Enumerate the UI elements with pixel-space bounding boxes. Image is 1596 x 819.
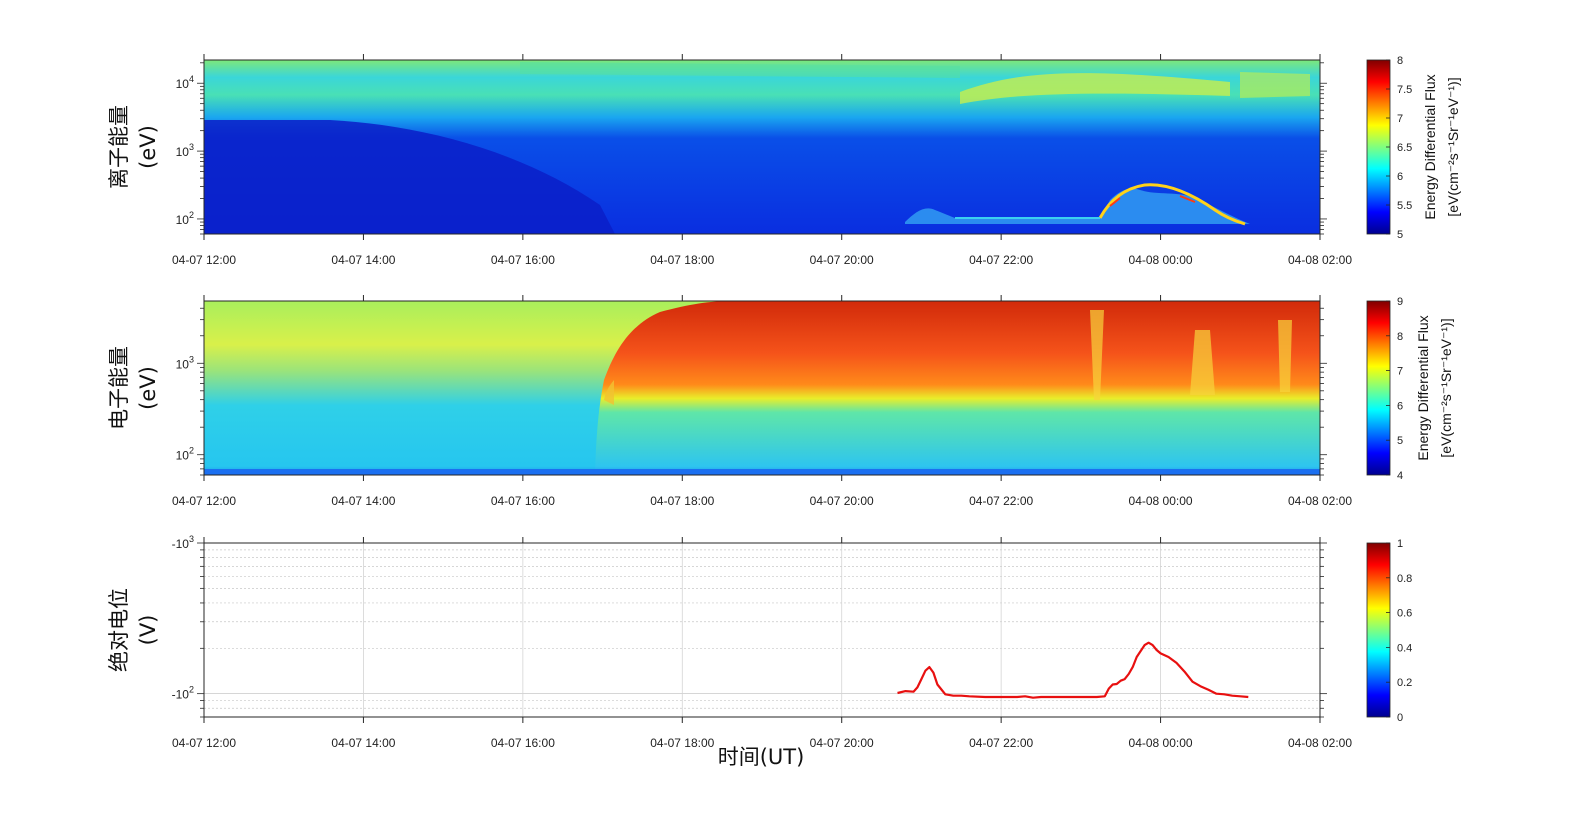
colorbar-tick-label: 7.5 xyxy=(1397,84,1412,96)
potential-x-ticks: 04-07 12:00 04-07 14:00 04-07 16:00 04-07 1… xyxy=(172,537,1352,750)
ion-y-ticks: 102 103 104 xyxy=(176,62,1327,235)
x-tick-label: 04-07 14:00 xyxy=(331,253,395,267)
electron-x-ticks: 04-07 12:00 04-07 14:00 04-07 16:00 04-07 1… xyxy=(172,295,1352,508)
y-tick-label: -102 xyxy=(172,685,194,702)
colorbar-tick-label: 8 xyxy=(1397,331,1403,343)
colorbar-tick-label: 0.8 xyxy=(1397,573,1412,585)
electron-energy-panel: 04-07 12:00 04-07 14:00 04-07 16:00 04-07 1… xyxy=(107,295,1454,508)
colorbar-tick-label: 6 xyxy=(1397,400,1403,412)
x-tick-label: 04-07 20:00 xyxy=(810,736,874,750)
colorbar-tick-label: 4 xyxy=(1397,470,1403,482)
x-tick-label: 04-07 22:00 xyxy=(969,736,1033,750)
colorbar-tick-label: 5 xyxy=(1397,229,1403,241)
x-tick-label: 04-08 02:00 xyxy=(1288,253,1352,267)
x-tick-label: 04-07 12:00 xyxy=(172,253,236,267)
potential-ylabel-line1: 绝对电位 xyxy=(107,588,131,672)
colorbar-tick-label: 6 xyxy=(1397,171,1403,183)
ion-energy-panel: 04-07 12:00 04-07 14:00 04-07 16:00 04-07 1… xyxy=(107,54,1461,267)
y-tick-label: 104 xyxy=(176,74,194,91)
ion-colorbar-label-line2: [eV(cm⁻²s⁻¹Sr⁻¹eV⁻¹)] xyxy=(1445,77,1461,216)
colorbar-tick-label: 9 xyxy=(1397,296,1403,308)
y-tick-label: 103 xyxy=(176,142,194,159)
colorbar-tick-label: 7 xyxy=(1397,113,1403,125)
y-tick-label: 102 xyxy=(176,210,194,227)
x-tick-label: 04-08 02:00 xyxy=(1288,736,1352,750)
y-tick-label: 103 xyxy=(176,354,194,371)
colorbar-tick-label: 5.5 xyxy=(1397,200,1412,212)
potential-line xyxy=(897,641,1249,699)
x-tick-label: 04-07 22:00 xyxy=(969,253,1033,267)
potential-colorbar: 0 0.2 0.4 0.6 0.8 1 xyxy=(1366,538,1412,724)
x-tick-label: 04-07 12:00 xyxy=(172,494,236,508)
colorbar-tick-label: 6.5 xyxy=(1397,142,1412,154)
electron-y-ticks: 102 103 xyxy=(176,307,1327,476)
potential-axes-box xyxy=(203,542,1321,718)
x-tick-label: 04-08 02:00 xyxy=(1288,494,1352,508)
x-tick-label: 04-07 16:00 xyxy=(491,494,555,508)
x-tick-label: 04-07 18:00 xyxy=(650,494,714,508)
x-axis-label: 时间(UT) xyxy=(718,745,805,769)
potential-panel: 04-07 12:00 04-07 14:00 04-07 16:00 04-07 1… xyxy=(107,534,1412,750)
x-tick-label: 04-07 16:00 xyxy=(491,736,555,750)
colorbar-tick-label: 5 xyxy=(1397,435,1403,447)
x-tick-label: 04-08 00:00 xyxy=(1129,253,1193,267)
x-tick-label: 04-07 22:00 xyxy=(969,494,1033,508)
electron-axes-box xyxy=(203,300,1321,476)
colorbar-tick-label: 8 xyxy=(1397,55,1403,67)
ion-x-ticks: 04-07 12:00 04-07 14:00 04-07 16:00 04-07 1… xyxy=(172,54,1352,267)
x-tick-label: 04-08 00:00 xyxy=(1129,494,1193,508)
ion-ylabel-line2: (eV) xyxy=(136,125,160,169)
x-tick-label: 04-07 16:00 xyxy=(491,253,555,267)
colorbar-tick-label: 7 xyxy=(1397,366,1403,378)
electron-colorbar-label-line2: [eV(cm⁻²s⁻¹Sr⁻¹eV⁻¹)] xyxy=(1438,318,1454,457)
colorbar-tick-label: 0.6 xyxy=(1397,608,1412,620)
ion-axes-box xyxy=(203,59,1321,235)
electron-colorbar-label-line1: Energy Differential Flux xyxy=(1415,315,1431,460)
electron-ylabel-line1: 电子能量 xyxy=(107,346,131,430)
colorbar-tick-label: 0.4 xyxy=(1397,642,1412,654)
x-tick-label: 04-07 18:00 xyxy=(650,736,714,750)
ion-spectrogram xyxy=(204,60,1320,234)
colorbar-tick-label: 1 xyxy=(1397,538,1403,550)
x-tick-label: 04-07 14:00 xyxy=(331,494,395,508)
electron-spectrogram xyxy=(204,301,1320,475)
ion-ylabel-line1: 离子能量 xyxy=(107,105,131,189)
x-tick-label: 04-07 20:00 xyxy=(810,494,874,508)
x-tick-label: 04-07 18:00 xyxy=(650,253,714,267)
colorbar-tick-label: 0.2 xyxy=(1397,677,1412,689)
potential-ylabel-line2: (V) xyxy=(136,615,160,646)
potential-y-ticks: -102 -103 xyxy=(172,534,1327,718)
x-tick-label: 04-08 00:00 xyxy=(1129,736,1193,750)
x-tick-label: 04-07 20:00 xyxy=(810,253,874,267)
x-tick-label: 04-07 14:00 xyxy=(331,736,395,750)
electron-ylabel-line2: (eV) xyxy=(136,366,160,410)
y-tick-label: 102 xyxy=(176,446,194,463)
x-tick-label: 04-07 12:00 xyxy=(172,736,236,750)
electron-colorbar: 4 5 6 7 8 9 Energy Differential Flux [eV(cm⁻²… xyxy=(1366,296,1454,482)
ion-colorbar-label-line1: Energy Differential Flux xyxy=(1422,74,1438,219)
colorbar-tick-label: 0 xyxy=(1397,712,1403,724)
y-tick-label: -103 xyxy=(172,534,194,551)
ion-colorbar: 5 5.5 6 6.5 7 7.5 8 Energy Differential Flux [… xyxy=(1366,55,1461,241)
